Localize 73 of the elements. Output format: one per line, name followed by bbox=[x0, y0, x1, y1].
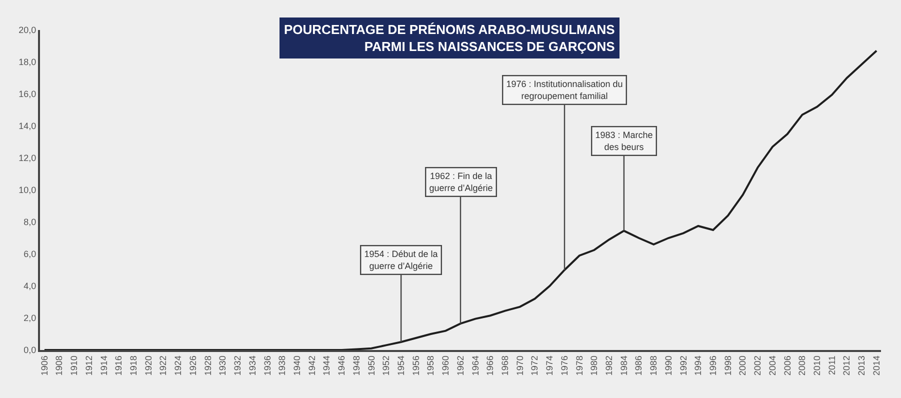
x-tick-label: 1950 bbox=[366, 356, 376, 376]
x-tick-label: 1972 bbox=[530, 356, 540, 376]
x-tick-label: 2013 bbox=[856, 356, 867, 376]
y-tick-label: 2,0 bbox=[24, 313, 36, 324]
x-tick-label: 1958 bbox=[426, 356, 436, 376]
x-tick-label: 1916 bbox=[114, 356, 124, 376]
x-tick-label: 1946 bbox=[336, 356, 347, 376]
x-tick-label: 1964 bbox=[470, 356, 480, 376]
x-tick-label: 1982 bbox=[604, 356, 614, 376]
x-tick-label: 2012 bbox=[842, 356, 852, 376]
x-tick-label: 1932 bbox=[232, 356, 243, 376]
y-tick-label: 14,0 bbox=[18, 121, 36, 132]
x-tick-label: 1960 bbox=[440, 356, 451, 376]
x-tick-label: 1986 bbox=[634, 356, 644, 376]
annotation: 1954 : Début de la guerre d’Algérie bbox=[364, 249, 438, 271]
x-tick-label: 1908 bbox=[54, 356, 64, 376]
y-tick-label: 8,0 bbox=[24, 217, 36, 228]
x-tick-label: 1980 bbox=[589, 356, 600, 376]
x-tick-label: 1944 bbox=[322, 356, 332, 376]
x-tick-label: 2010 bbox=[812, 356, 822, 376]
x-tick-label: 1990 bbox=[663, 356, 674, 376]
x-tick-label: 1988 bbox=[648, 356, 659, 376]
x-tick-label: 1948 bbox=[351, 356, 362, 376]
y-tick-label: 4,0 bbox=[24, 281, 36, 292]
y-tick-label: 6,0 bbox=[24, 249, 36, 260]
annotation: 1962 : Fin de la guerre d’Algérie bbox=[429, 171, 493, 193]
x-tick-label: 1918 bbox=[128, 356, 139, 376]
x-tick-label: 1994 bbox=[693, 356, 704, 376]
y-tick-label: 18,0 bbox=[18, 57, 36, 68]
x-tick-label: 1996 bbox=[708, 356, 718, 376]
x-tick-label: 1954 bbox=[396, 356, 406, 376]
x-tick-label: 1970 bbox=[514, 356, 525, 376]
x-tick-label: 1922 bbox=[158, 356, 168, 376]
y-tick-label: 12,0 bbox=[18, 153, 36, 164]
x-tick-label: 1920 bbox=[143, 356, 154, 376]
x-tick-label: 1952 bbox=[381, 356, 392, 376]
x-tick-label: 2008 bbox=[797, 356, 808, 376]
x-tick-label: 1914 bbox=[98, 356, 109, 376]
x-tick-label: 1992 bbox=[678, 356, 688, 376]
x-tick-label: 1974 bbox=[544, 356, 555, 376]
y-tick-label: 16,0 bbox=[18, 89, 36, 100]
x-tick-label: 1968 bbox=[500, 356, 510, 376]
x-tick-label: 1942 bbox=[306, 356, 317, 376]
x-tick-label: 2014 bbox=[871, 356, 882, 376]
x-tick-label: 1928 bbox=[202, 356, 213, 376]
x-tick-label: 2006 bbox=[782, 356, 792, 376]
x-tick-label: 1924 bbox=[173, 356, 184, 376]
x-tick-label: 1934 bbox=[247, 356, 258, 376]
annotation: 1976 : Institutionnalisation du regroupement familial bbox=[506, 79, 623, 101]
x-tick-label: 2000 bbox=[738, 356, 748, 376]
x-tick-label: 1936 bbox=[262, 356, 272, 376]
x-tick-label: 1962 bbox=[455, 356, 466, 376]
x-tick-label: 1976 bbox=[559, 356, 570, 376]
x-tick-label: 1906 bbox=[39, 356, 50, 376]
x-tick-label: 1998 bbox=[722, 356, 733, 376]
x-tick-label: 1930 bbox=[218, 356, 228, 376]
annotation: 1983 : Marche des beurs bbox=[595, 130, 653, 152]
x-tick-label: 1926 bbox=[188, 356, 198, 376]
x-tick-label: 1938 bbox=[277, 356, 288, 376]
x-tick-label: 2004 bbox=[767, 356, 778, 376]
x-tick-label: 1978 bbox=[574, 356, 584, 376]
x-tick-label: 1910 bbox=[69, 356, 80, 376]
x-tick-label: 1956 bbox=[410, 356, 421, 376]
x-tick-label: 1966 bbox=[485, 356, 496, 376]
x-tick-label: 2011 bbox=[826, 356, 837, 375]
x-tick-label: 1940 bbox=[292, 356, 302, 376]
x-tick-label: 1984 bbox=[618, 356, 629, 376]
x-tick-label: 2002 bbox=[752, 356, 763, 376]
y-tick-label: 0,0 bbox=[24, 345, 36, 356]
x-tick-label: 1912 bbox=[84, 356, 94, 376]
y-tick-label: 20,0 bbox=[18, 25, 36, 36]
chart-title: POURCENTAGE DE PRÉNOMS ARABO-MUSULMANS PARMI LES NAISSANCES DE GARÇONS bbox=[284, 22, 616, 54]
y-tick-label: 10,0 bbox=[18, 185, 36, 196]
